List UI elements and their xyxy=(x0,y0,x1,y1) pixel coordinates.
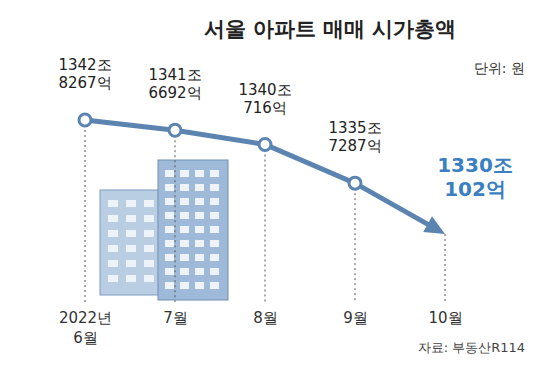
arrowhead xyxy=(423,216,445,234)
unit-label: 단위: 원 xyxy=(474,60,525,76)
window xyxy=(210,240,219,247)
window xyxy=(144,275,154,282)
tick: 9월 xyxy=(343,306,368,327)
window xyxy=(210,226,219,233)
window xyxy=(144,230,154,237)
window xyxy=(210,282,219,289)
drop-line xyxy=(175,130,176,302)
tick-label: 8월 xyxy=(253,309,278,327)
window xyxy=(144,245,154,252)
building xyxy=(100,190,162,295)
window xyxy=(180,268,189,275)
window xyxy=(210,212,219,219)
tick-label: 9월 xyxy=(343,309,368,327)
data-label: 1342조8267억 xyxy=(58,56,111,92)
window xyxy=(195,170,204,177)
window xyxy=(195,240,204,247)
data-label: 1335조7287억 xyxy=(328,119,381,155)
window xyxy=(180,198,189,205)
window xyxy=(165,198,174,205)
window xyxy=(180,240,189,247)
source: 자료: 부동산R114 xyxy=(418,340,525,355)
point xyxy=(79,114,91,126)
window xyxy=(165,282,174,289)
window xyxy=(144,215,154,222)
window xyxy=(180,212,189,219)
window xyxy=(180,254,189,261)
tick: 2022년6월 xyxy=(59,306,112,347)
window xyxy=(165,184,174,191)
window xyxy=(195,282,204,289)
axis-line xyxy=(86,306,446,307)
window xyxy=(108,215,118,222)
window xyxy=(180,226,189,233)
window xyxy=(126,200,136,207)
window xyxy=(180,184,189,191)
chart: 서울 아파트 매매 시가총액단위: 원자료: 부동산R114 2022년6월 7월 8… xyxy=(0,0,550,366)
window xyxy=(108,230,118,237)
window xyxy=(165,226,174,233)
window xyxy=(195,268,204,275)
window xyxy=(165,268,174,275)
window xyxy=(195,198,204,205)
point xyxy=(349,177,361,189)
tick: 7월 xyxy=(163,306,188,327)
window xyxy=(165,240,174,247)
drop-line xyxy=(85,120,86,302)
data-labels: 1342조8267억 1341조6692억 1340조716억 1335조7287억 1… xyxy=(58,56,512,201)
illustration xyxy=(100,160,228,300)
window xyxy=(108,200,118,207)
data-label: 1340조716억 xyxy=(238,81,291,117)
drop-line xyxy=(445,234,446,302)
plot-area xyxy=(79,114,445,302)
window xyxy=(210,268,219,275)
tick-label: 7월 xyxy=(163,309,188,327)
window xyxy=(126,215,136,222)
window xyxy=(126,245,136,252)
window xyxy=(126,230,136,237)
tick-label: 10월 xyxy=(428,309,462,327)
window xyxy=(144,260,154,267)
window xyxy=(144,200,154,207)
window xyxy=(108,245,118,252)
window xyxy=(108,275,118,282)
drop-line xyxy=(265,145,266,302)
tick: 10월 xyxy=(428,306,462,327)
window xyxy=(210,198,219,205)
tick-label: 2022년6월 xyxy=(59,309,112,347)
data-label: 1341조6692억 xyxy=(148,66,201,102)
window xyxy=(126,260,136,267)
building xyxy=(158,160,228,300)
window xyxy=(165,170,174,177)
window xyxy=(195,254,204,261)
title: 서울 아파트 매매 시가총액 xyxy=(204,17,457,41)
window xyxy=(126,275,136,282)
window xyxy=(195,184,204,191)
window xyxy=(210,184,219,191)
window xyxy=(210,170,219,177)
point xyxy=(259,139,271,151)
window xyxy=(210,254,219,261)
window xyxy=(165,254,174,261)
drop-line xyxy=(355,183,356,302)
point xyxy=(169,124,181,136)
window xyxy=(195,226,204,233)
window xyxy=(165,212,174,219)
window xyxy=(180,170,189,177)
line xyxy=(85,120,435,228)
window xyxy=(108,260,118,267)
data-label: 1330조102억 xyxy=(437,153,513,201)
window xyxy=(180,282,189,289)
window xyxy=(195,212,204,219)
tick: 8월 xyxy=(253,306,278,327)
x-axis: 2022년6월 7월 8월 9월 10월 xyxy=(59,306,463,347)
